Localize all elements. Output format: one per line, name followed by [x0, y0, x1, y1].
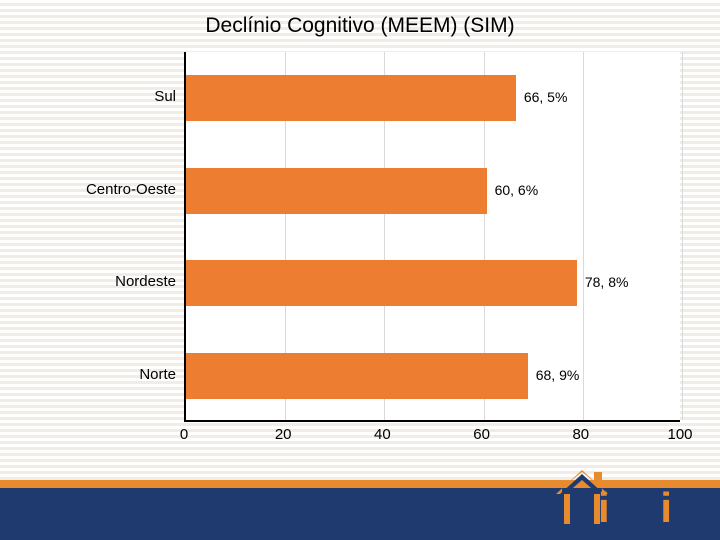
- x-tick-label: 60: [473, 426, 490, 443]
- bar-value-label: 60, 6%: [495, 182, 539, 198]
- chart-container: 66, 5%60, 6%78, 8%68, 9% SulCentro-Oeste…: [40, 52, 680, 444]
- logo-letter-L: L: [609, 484, 634, 531]
- logo-text: iLPi: [598, 484, 671, 532]
- bar: [186, 168, 487, 214]
- category-label: Sul: [36, 88, 176, 105]
- x-tick-label: 20: [275, 426, 292, 443]
- logo-letter-i2: i: [660, 484, 671, 531]
- bar: [186, 353, 528, 399]
- bar: [186, 260, 577, 306]
- logo-letter-P: P: [633, 484, 660, 531]
- plot-area: 66, 5% 60, 6% 78, 8% 68, 9%: [184, 52, 680, 422]
- logo-letter-i1: i: [598, 484, 609, 531]
- bar-value-label: 68, 9%: [536, 367, 580, 383]
- x-tick-label: 0: [180, 426, 188, 443]
- gridline: [583, 52, 584, 420]
- content-area: Declínio Cognitivo (MEEM) (SIM) 66, 5%60…: [0, 0, 720, 38]
- bar-value-label: 66, 5%: [524, 89, 568, 105]
- category-label: Centro-Oeste: [36, 181, 176, 198]
- bar: [186, 75, 516, 121]
- chart-title: Declínio Cognitivo (MEEM) (SIM): [0, 0, 720, 38]
- category-label: Norte: [36, 366, 176, 383]
- x-tick-label: 80: [572, 426, 589, 443]
- ilpi-logo: iLPi: [552, 450, 702, 538]
- category-label: Nordeste: [36, 273, 176, 290]
- x-tick-label: 100: [667, 426, 692, 443]
- bar-value-label: 78, 8%: [585, 274, 629, 290]
- gridline: [682, 52, 683, 420]
- x-tick-label: 40: [374, 426, 391, 443]
